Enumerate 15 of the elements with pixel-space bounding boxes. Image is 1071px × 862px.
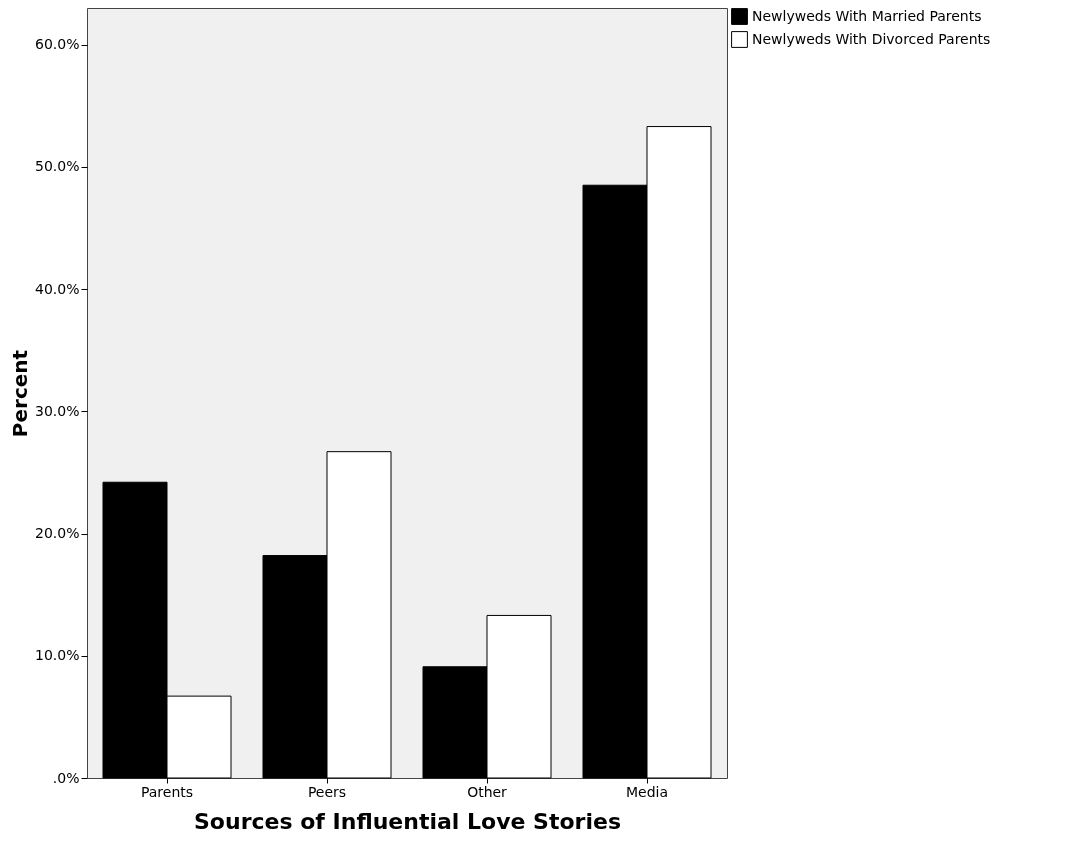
y-tick-label: 20.0% xyxy=(35,525,80,542)
x-axis-title: Sources of Influential Love Stories xyxy=(194,808,621,834)
y-tick-label: .0% xyxy=(52,769,80,786)
y-tick-label: 40.0% xyxy=(35,280,80,297)
y-tick-label: 30.0% xyxy=(35,402,80,419)
x-tick-label: Other xyxy=(467,783,508,800)
x-tick-label: Parents xyxy=(140,783,194,800)
y-tick-label: 50.0% xyxy=(35,158,80,175)
y-tick-label: 10.0% xyxy=(35,647,80,664)
y-tick-label: 60.0% xyxy=(35,36,80,53)
x-tick-label: Peers xyxy=(307,783,347,800)
legend-label: Newlyweds With Divorced Parents xyxy=(752,30,991,47)
legend-label: Newlyweds With Married Parents xyxy=(752,7,982,24)
x-tick-label: Media xyxy=(625,783,669,800)
y-axis-title: Percent xyxy=(8,349,33,438)
